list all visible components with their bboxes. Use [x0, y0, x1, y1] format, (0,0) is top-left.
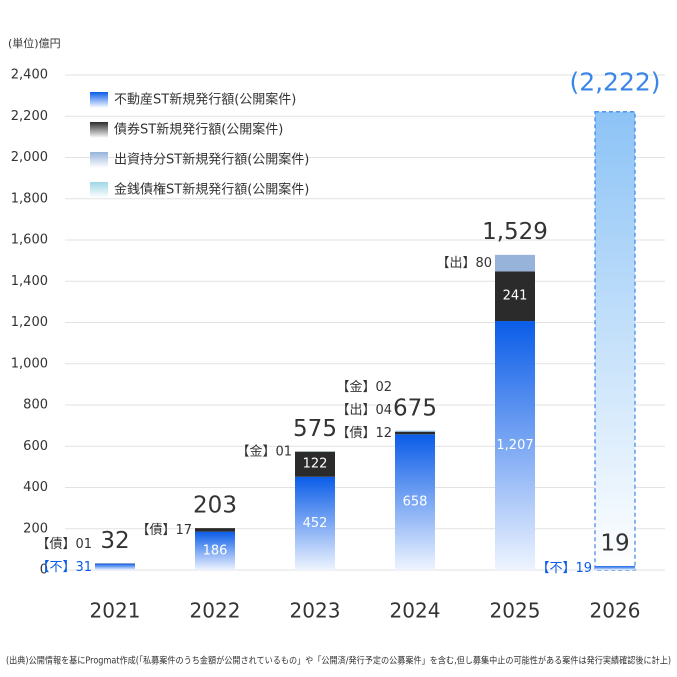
side-label-prefix: 【出】	[436, 256, 475, 271]
x-tick-label: 2021	[90, 599, 141, 623]
side-label-prefix: 【債】	[36, 536, 75, 551]
side-label-value: 19	[575, 561, 592, 576]
y-tick-label: 400	[23, 480, 48, 495]
segment-label: 241	[503, 289, 528, 304]
y-tick-label: 600	[23, 439, 48, 454]
total-label: 575	[293, 416, 337, 442]
legend-swatch	[90, 122, 108, 138]
x-tick-label: 2026	[590, 599, 641, 623]
side-label: 【債】01	[36, 536, 92, 551]
side-label: 【出】80	[436, 256, 492, 271]
bar-segment	[195, 528, 235, 532]
y-tick-label: 2,400	[11, 68, 48, 83]
y-tick-label: 0	[40, 563, 48, 578]
side-label: 【金】02	[336, 379, 392, 395]
y-tick-label: 2,000	[11, 150, 48, 165]
side-label-value: 01	[75, 536, 92, 551]
side-label-value: 31	[75, 559, 92, 574]
legend-swatch	[90, 92, 108, 108]
x-tick-label: 2024	[390, 599, 441, 623]
legend-label: 出資持分ST新規発行額(公開案件)	[114, 152, 309, 168]
bar-segment	[295, 451, 335, 477]
side-label-prefix: 【債】	[336, 426, 375, 441]
side-label-value: 17	[175, 522, 192, 537]
segment-label: 452	[303, 516, 328, 531]
side-label-prefix: 【出】	[336, 403, 375, 418]
side-label-value: 04	[375, 403, 392, 418]
side-label-prefix: 【不】	[536, 561, 575, 576]
footnote: (出典)公開情報を基にProgmat作成(「私募案件のうち金額が公開されているも…	[6, 655, 671, 667]
bar-segment	[95, 563, 135, 570]
y-tick-label: 1,400	[11, 274, 48, 289]
y-tick-label: 1,000	[11, 356, 48, 371]
x-tick-label: 2023	[290, 599, 341, 623]
forecast-bar	[594, 111, 636, 571]
bar-segment	[395, 434, 435, 570]
side-label-value: 01	[275, 444, 292, 459]
y-axis-label: (単位)億円	[8, 36, 61, 50]
y-tick-label: 200	[23, 521, 48, 536]
side-label: 【出】04	[336, 403, 392, 418]
side-label-value: 80	[475, 256, 492, 271]
side-label: 【金】01	[236, 443, 292, 459]
bar-segment	[495, 254, 535, 272]
side-label-value: 12	[375, 426, 392, 441]
legend-label: 不動産ST新規発行額(公開案件)	[114, 92, 296, 108]
segment-label: 658	[403, 495, 428, 510]
y-tick-label: 1,800	[11, 191, 48, 206]
segment-label: 122	[303, 457, 328, 472]
side-label: 【不】31	[36, 559, 92, 574]
bar-segment	[195, 531, 235, 570]
segment-label: 186	[203, 543, 228, 558]
total-label: 203	[193, 493, 237, 519]
bar-segment	[495, 321, 535, 570]
side-label: 【債】17	[136, 522, 192, 537]
total-label: 32	[100, 528, 129, 554]
legend-swatch	[90, 152, 108, 168]
side-label-prefix: 【債】	[136, 522, 175, 537]
total-label: 1,529	[482, 219, 548, 245]
x-tick-label: 2022	[190, 599, 241, 623]
y-tick-label: 800	[23, 398, 48, 413]
legend-label: 金銭債権ST新規発行額(公開案件)	[114, 182, 309, 198]
side-label-prefix: 【金】	[336, 379, 375, 395]
side-label-prefix: 【不】	[36, 559, 75, 574]
bar-segment	[595, 566, 635, 570]
bar-segment	[395, 431, 435, 435]
legend-label: 債券ST新規発行額(公開案件)	[114, 122, 283, 138]
segment-label: 1,207	[496, 438, 533, 453]
y-tick-label: 2,200	[11, 109, 48, 124]
side-label: 【債】12	[336, 426, 392, 441]
side-label-value: 02	[375, 380, 392, 395]
bar-segment	[395, 430, 435, 432]
legend-swatch	[90, 182, 108, 198]
x-tick-label: 2025	[490, 599, 541, 623]
bar-segment	[295, 476, 335, 570]
y-tick-label: 1,600	[11, 233, 48, 248]
total-label: 675	[393, 395, 437, 421]
side-label-prefix: 【金】	[236, 443, 275, 459]
total-label: 19	[600, 531, 629, 557]
side-label: 【不】19	[536, 561, 592, 576]
y-tick-label: 1,200	[11, 315, 48, 330]
bar-segment	[495, 271, 535, 322]
forecast-label: (2,222)	[569, 68, 660, 97]
